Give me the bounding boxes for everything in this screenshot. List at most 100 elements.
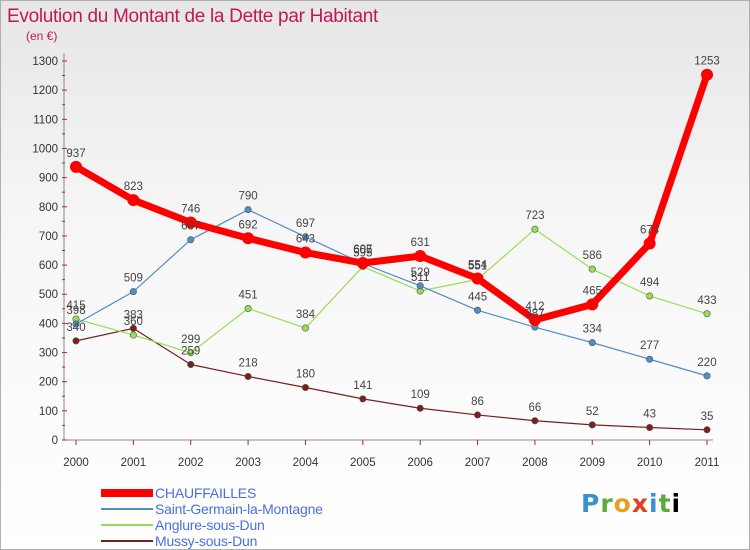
data-label: 415 xyxy=(66,300,85,312)
data-label: 465 xyxy=(583,285,602,297)
data-point xyxy=(588,421,596,429)
legend-item: Mussy-sous-Dun xyxy=(101,533,401,549)
data-label: 43 xyxy=(643,408,656,420)
legend-swatch xyxy=(101,524,153,526)
data-label: 259 xyxy=(181,345,200,357)
proxiti-logo: Proxiti xyxy=(581,489,682,518)
x-tick-label: 2006 xyxy=(407,457,433,469)
data-point xyxy=(301,384,309,392)
data-label: 86 xyxy=(471,396,484,408)
legend-label: CHAUFFAILLES xyxy=(155,485,257,501)
data-label: 1253 xyxy=(694,56,720,68)
y-tick-label: 400 xyxy=(39,318,58,330)
data-label: 277 xyxy=(640,340,659,352)
data-point xyxy=(703,372,711,380)
data-label: 218 xyxy=(238,357,257,369)
y-tick-label: 1100 xyxy=(33,114,58,126)
data-label: 723 xyxy=(525,210,544,222)
legend-swatch xyxy=(101,508,153,510)
data-point xyxy=(359,395,367,403)
data-label: 687 xyxy=(181,221,200,233)
data-point xyxy=(242,232,255,245)
data-point xyxy=(416,404,424,412)
data-label: 445 xyxy=(468,291,487,303)
y-tick-label: 1000 xyxy=(32,143,58,155)
x-tick-label: 2007 xyxy=(465,457,491,469)
y-tick-label: 1200 xyxy=(32,85,58,97)
data-point xyxy=(471,272,484,285)
legend-label: Mussy-sous-Dun xyxy=(155,533,258,549)
data-label: 607 xyxy=(353,244,372,256)
data-label: 643 xyxy=(296,234,315,246)
data-label: 398 xyxy=(66,305,85,317)
legend-swatch xyxy=(101,489,153,497)
data-label: 631 xyxy=(411,237,430,249)
y-tick-label: 100 xyxy=(39,406,58,418)
data-point xyxy=(588,339,596,347)
series-line xyxy=(75,209,708,377)
data-label: 299 xyxy=(181,334,200,346)
x-tick-label: 2009 xyxy=(579,457,605,469)
x-tick-label: 2003 xyxy=(235,457,261,469)
data-point xyxy=(244,206,252,214)
data-label: 66 xyxy=(529,402,542,414)
x-tick-label: 2001 xyxy=(121,457,147,469)
data-label: 529 xyxy=(411,267,430,279)
data-point xyxy=(586,298,599,311)
data-point xyxy=(244,305,252,313)
data-label: 790 xyxy=(238,191,257,203)
data-point xyxy=(646,355,654,363)
x-tick-label: 2004 xyxy=(293,457,319,469)
data-point xyxy=(187,236,195,244)
y-tick-label: 500 xyxy=(39,289,58,301)
data-point xyxy=(646,292,654,300)
data-point xyxy=(70,160,82,173)
data-label: 494 xyxy=(640,277,660,289)
data-label: 511 xyxy=(411,272,429,284)
y-tick-label: 300 xyxy=(39,348,58,360)
data-point xyxy=(72,320,80,328)
x-tick-label: 2011 xyxy=(695,457,720,469)
data-label: 554 xyxy=(468,259,488,271)
data-label: 387 xyxy=(525,308,544,320)
data-point xyxy=(301,233,309,241)
series-line xyxy=(75,327,708,431)
data-point xyxy=(129,331,137,339)
y-tick-label: 700 xyxy=(39,231,58,243)
data-label: 109 xyxy=(411,389,430,401)
data-point xyxy=(184,216,197,229)
y-tick-label: 1300 xyxy=(32,56,58,68)
data-point xyxy=(356,257,369,270)
data-point xyxy=(127,194,140,207)
data-label: 674 xyxy=(640,225,660,237)
data-point xyxy=(416,282,424,290)
data-label: 509 xyxy=(124,273,143,285)
data-point xyxy=(72,337,80,345)
series-line xyxy=(72,71,711,324)
data-label: 586 xyxy=(583,250,602,262)
data-label: 595 xyxy=(353,248,372,260)
data-point xyxy=(187,360,195,368)
data-point xyxy=(528,313,541,326)
y-tick-label: 600 xyxy=(39,260,58,272)
x-tick-label: 2002 xyxy=(178,457,204,469)
data-point xyxy=(474,411,482,419)
data-label: 180 xyxy=(296,369,315,381)
data-label: 412 xyxy=(525,301,544,313)
data-point xyxy=(244,372,252,380)
data-label: 220 xyxy=(697,357,716,369)
legend-label: Anglure-sous-Dun xyxy=(155,517,265,533)
data-point xyxy=(531,225,539,233)
data-point xyxy=(414,250,427,263)
data-point xyxy=(703,310,711,318)
data-label: 334 xyxy=(583,324,603,336)
x-tick-label: 2008 xyxy=(522,457,548,469)
data-label: 360 xyxy=(124,316,143,328)
y-tick-label: 900 xyxy=(39,173,58,185)
legend-item: CHAUFFAILLES xyxy=(101,485,401,501)
data-label: 551 xyxy=(468,260,487,272)
unit-label: (en €) xyxy=(26,29,58,43)
chart-title: Evolution du Montant de la Dette par Hab… xyxy=(7,6,378,27)
x-tick-label: 2000 xyxy=(63,457,89,469)
